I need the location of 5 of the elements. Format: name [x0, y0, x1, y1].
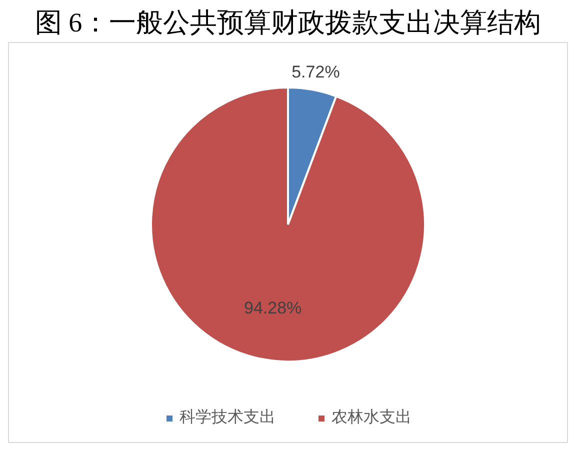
chart-title: 图 6：一般公共预算财政拨款支出决算结构: [34, 8, 542, 38]
legend-label: 科学技术支出: [180, 408, 276, 428]
data-label: 5.72%: [292, 62, 340, 82]
legend-label: 农林水支出: [332, 408, 412, 428]
data-label: 94.28%: [244, 298, 302, 318]
